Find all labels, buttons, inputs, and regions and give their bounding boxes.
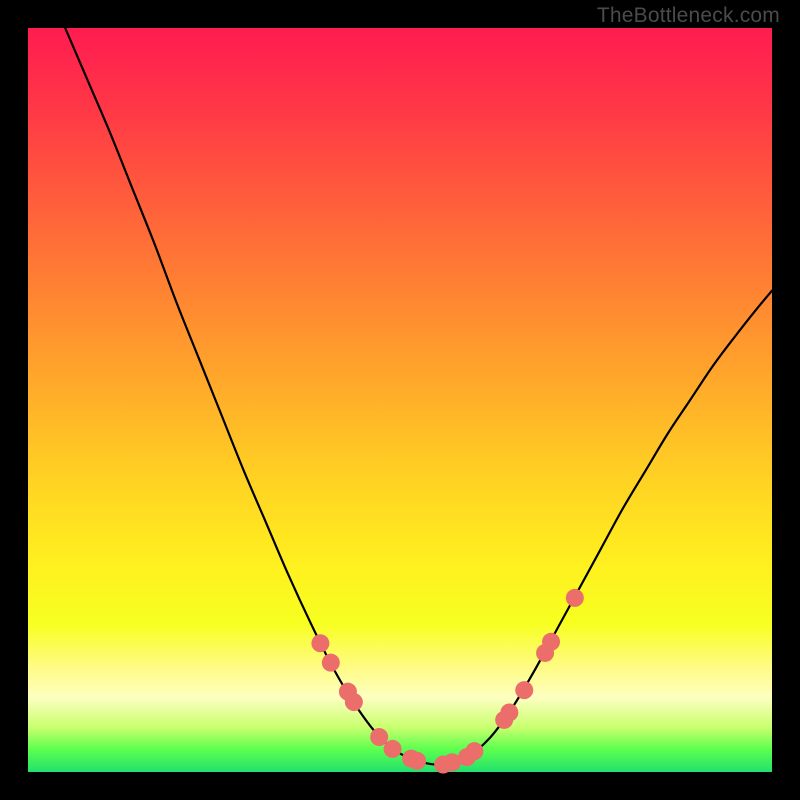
curve-marker bbox=[311, 634, 329, 652]
curve-marker bbox=[500, 703, 518, 721]
curve-marker bbox=[465, 742, 483, 760]
watermark-text: TheBottleneck.com bbox=[597, 4, 780, 28]
curve-marker bbox=[345, 693, 363, 711]
curve-marker bbox=[566, 589, 584, 607]
curve-marker bbox=[515, 681, 533, 699]
curve-marker bbox=[408, 752, 426, 770]
curve-marker bbox=[370, 728, 388, 746]
curve-marker bbox=[322, 654, 340, 672]
chart-svg bbox=[28, 28, 772, 772]
curve-line bbox=[65, 28, 772, 765]
curve-marker bbox=[542, 633, 560, 651]
curve-markers bbox=[311, 589, 583, 774]
curve-marker bbox=[384, 740, 402, 758]
plot-area bbox=[28, 28, 772, 772]
